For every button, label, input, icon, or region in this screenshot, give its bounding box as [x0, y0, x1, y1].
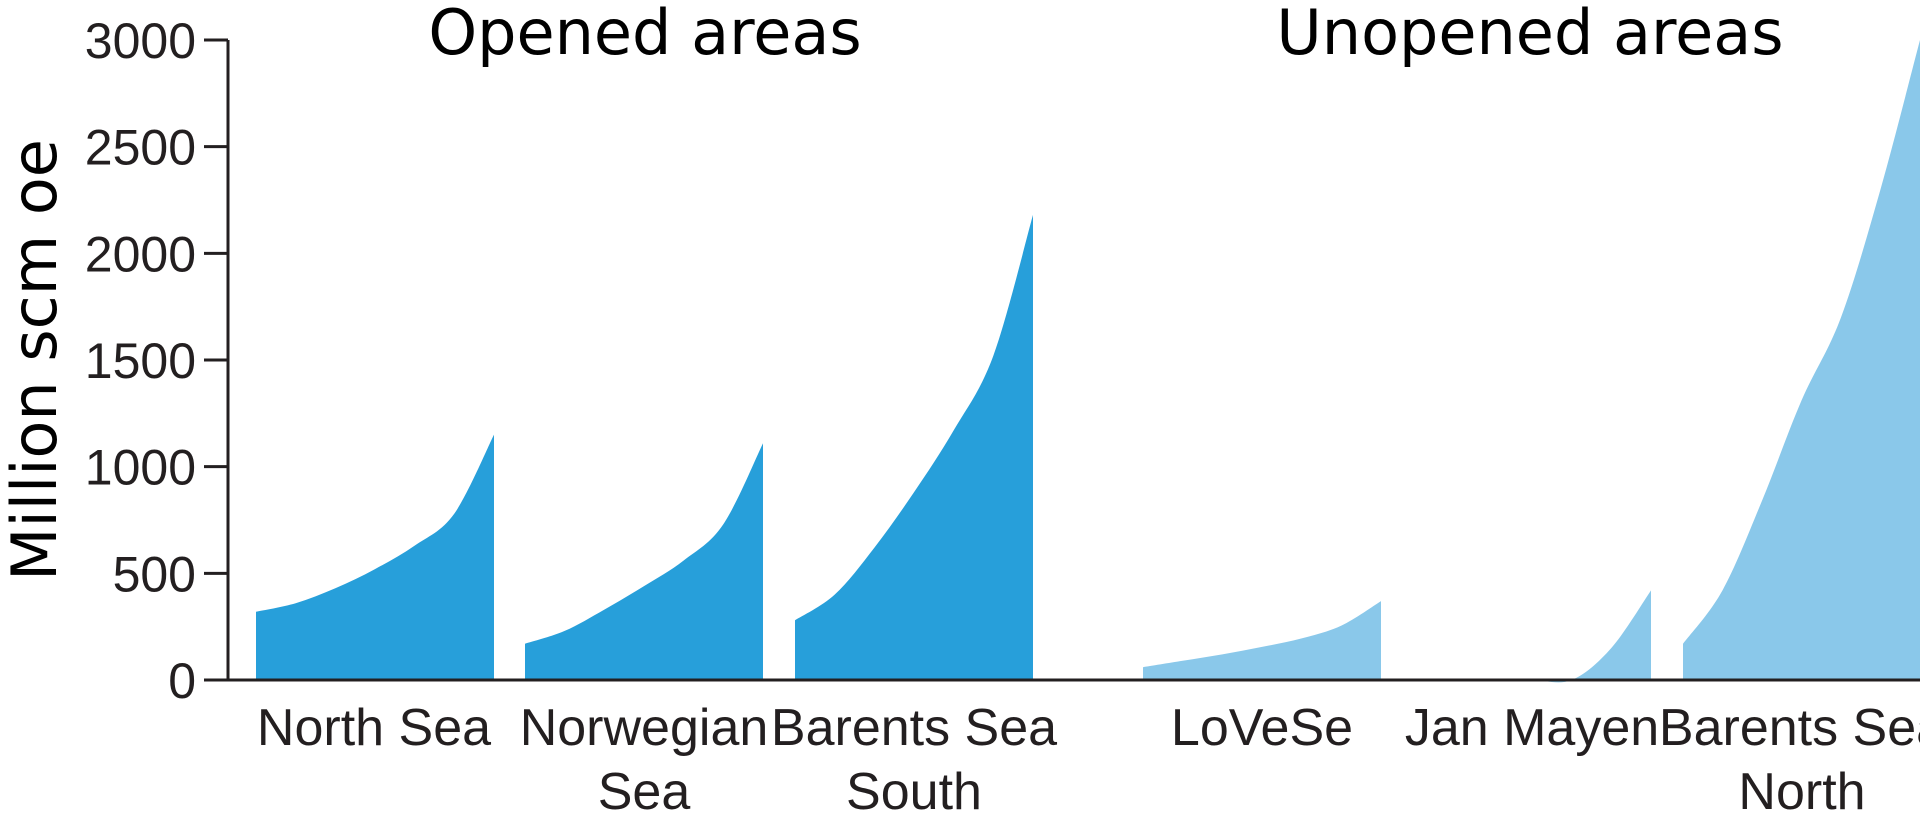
category-label: Norwegian: [520, 699, 769, 757]
area-3: [795, 214, 1033, 680]
y-tick-label: 0: [168, 653, 196, 709]
group-title: Unopened areas: [1276, 0, 1783, 69]
y-tick-label: 1500: [85, 333, 196, 389]
group-titles: Opened areas Unopened areas: [428, 0, 1783, 69]
y-tick-label: 3000: [85, 13, 196, 69]
area-series-group: [256, 40, 1920, 683]
category-label: South: [846, 763, 982, 821]
category-label: North Sea: [257, 699, 491, 757]
y-tick-label: 1000: [85, 440, 196, 496]
area-6: [1683, 40, 1920, 680]
axes: [204, 38, 1920, 682]
category-label: LoVeSe: [1171, 699, 1353, 757]
category-label: Barents Sea: [1659, 699, 1920, 757]
category-label: Barents Sea: [771, 699, 1057, 757]
area-4: [1143, 601, 1381, 680]
category-label: Sea: [598, 763, 691, 821]
y-axis-title: Million scm oe: [0, 139, 71, 581]
y-tick-label: 2000: [85, 226, 196, 282]
category-label: North: [1738, 763, 1865, 821]
y-tick-labels: 0 500 1000 1500 2000 2500 3000: [85, 13, 196, 709]
y-tick-label: 500: [113, 546, 196, 602]
area-2: [525, 443, 763, 680]
category-label: Jan Mayen: [1405, 699, 1659, 757]
area-1: [256, 434, 494, 680]
group-title: Opened areas: [428, 0, 861, 69]
category-labels: North Sea Norwegian Sea Barents Sea South LoV…: [257, 699, 1920, 821]
area-5: [1413, 590, 1651, 683]
y-tick-label: 2500: [85, 120, 196, 176]
